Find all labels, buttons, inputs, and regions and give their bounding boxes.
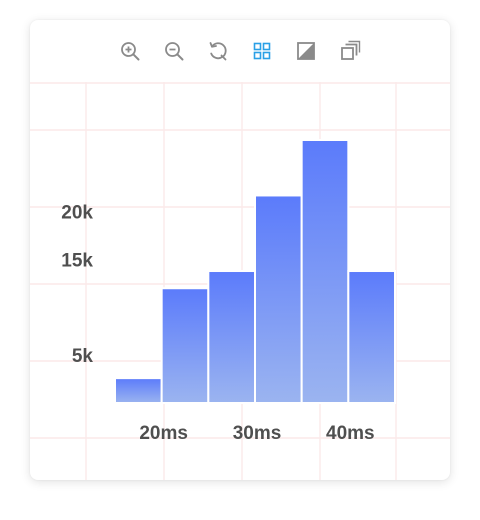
bar-3 [254, 194, 303, 404]
x-tick-label: 20ms [139, 423, 188, 444]
reset-button[interactable] [207, 40, 229, 62]
y-tick-label: 5k [72, 346, 94, 367]
x-tick-label: 40ms [326, 423, 375, 444]
grid-view-icon [253, 42, 271, 60]
bar-2 [207, 270, 256, 404]
reset-icon [209, 42, 227, 61]
contrast-button[interactable] [295, 40, 317, 62]
chart-toolbar [30, 20, 450, 82]
x-tick-label: 30ms [233, 423, 282, 444]
y-tick-label: 20k [61, 203, 93, 224]
zoom-in-button[interactable] [119, 40, 141, 62]
bar-1 [160, 287, 210, 404]
zoom-in-icon [121, 42, 140, 61]
bar-4 [300, 139, 350, 404]
bar-series [114, 139, 397, 405]
bar-5 [347, 270, 397, 404]
chart-card: 5k 15k 20k 20ms 30ms 40ms [30, 20, 450, 480]
histogram-chart: 5k 15k 20k 20ms 30ms 40ms [30, 82, 450, 480]
zoom-out-button[interactable] [163, 40, 185, 62]
grid-view-button[interactable] [251, 40, 273, 62]
contrast-icon [297, 42, 315, 60]
layers-icon [341, 40, 361, 60]
y-tick-label: 15k [61, 251, 93, 272]
zoom-out-icon [165, 42, 184, 61]
layers-button[interactable] [339, 40, 361, 62]
bar-0 [114, 377, 163, 405]
